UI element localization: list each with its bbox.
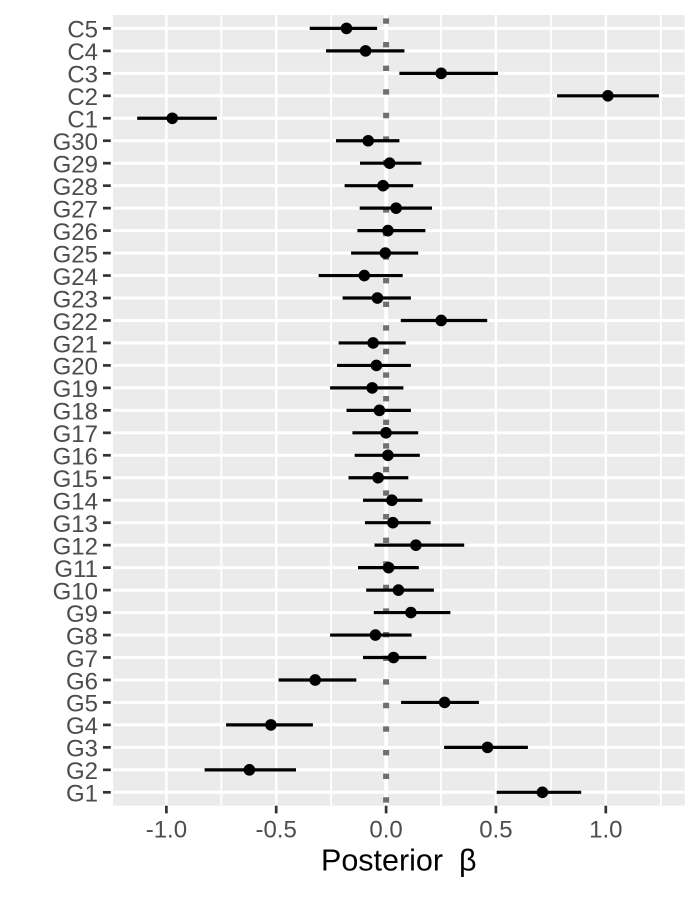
svg-text:G29: G29 [53, 152, 98, 179]
svg-text:G2: G2 [66, 758, 98, 785]
svg-text:G26: G26 [53, 219, 98, 246]
svg-text:C4: C4 [67, 39, 98, 66]
svg-text:C3: C3 [67, 62, 98, 89]
svg-text:G28: G28 [53, 174, 98, 201]
svg-text:0.0: 0.0 [369, 817, 402, 844]
svg-text:1.0: 1.0 [589, 817, 622, 844]
svg-text:G11: G11 [54, 556, 98, 583]
svg-text:G19: G19 [53, 376, 98, 403]
svg-text:G8: G8 [66, 623, 98, 650]
svg-text:G13: G13 [53, 511, 98, 538]
svg-text:G30: G30 [53, 129, 98, 156]
svg-text:G17: G17 [53, 421, 98, 448]
svg-text:G12: G12 [53, 533, 98, 560]
svg-text:G24: G24 [53, 264, 98, 291]
svg-text:-1.0: -1.0 [146, 817, 187, 844]
svg-text:G25: G25 [53, 241, 98, 268]
svg-text:G1: G1 [66, 781, 98, 808]
svg-text:G16: G16 [53, 444, 98, 471]
svg-text:G14: G14 [53, 489, 98, 516]
svg-text:G22: G22 [53, 309, 98, 336]
svg-text:G18: G18 [53, 399, 98, 426]
svg-text:G21: G21 [53, 331, 98, 358]
svg-text:G27: G27 [53, 196, 98, 223]
svg-text:β: β [459, 844, 477, 878]
svg-text:G15: G15 [53, 466, 98, 493]
svg-text:G10: G10 [53, 578, 98, 605]
svg-text:G6: G6 [66, 668, 98, 695]
svg-text:G3: G3 [66, 736, 98, 763]
svg-text:-0.5: -0.5 [256, 817, 297, 844]
svg-text:Posterior: Posterior [321, 844, 443, 878]
svg-text:G7: G7 [66, 646, 98, 673]
svg-text:G23: G23 [53, 286, 98, 313]
svg-text:C1: C1 [67, 107, 98, 134]
svg-text:G5: G5 [66, 691, 98, 718]
svg-text:0.5: 0.5 [479, 817, 512, 844]
svg-text:G20: G20 [53, 354, 98, 381]
svg-text:G4: G4 [66, 713, 98, 740]
svg-text:C2: C2 [67, 84, 98, 111]
svg-text:C5: C5 [67, 17, 98, 44]
svg-text:G9: G9 [66, 601, 98, 628]
